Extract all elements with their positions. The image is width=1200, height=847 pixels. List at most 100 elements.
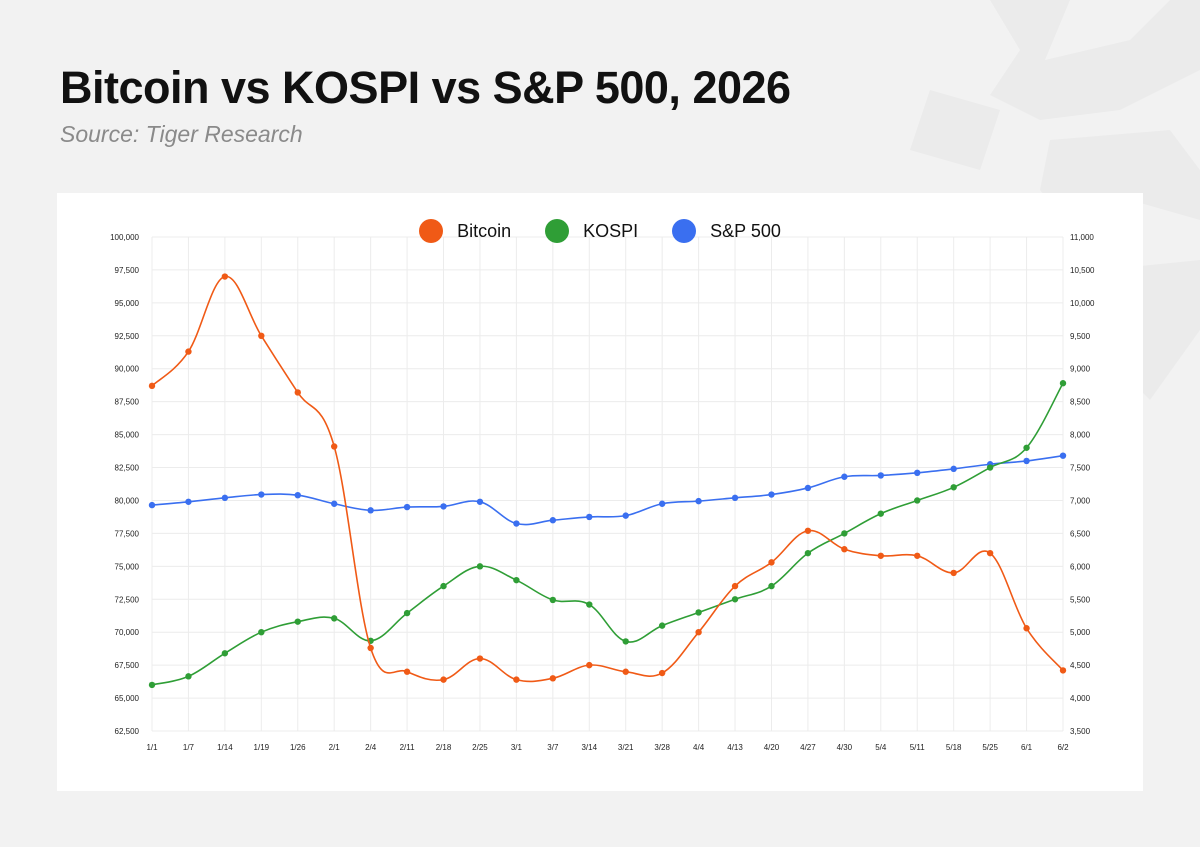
s-p-500-point (731, 494, 739, 502)
kospi-point (1023, 444, 1030, 451)
y-right-tick-label: 8,000 (1070, 431, 1091, 440)
x-tick-label: 6/1 (1021, 743, 1033, 752)
s-p-500-point (877, 472, 884, 479)
y-right-tick-label: 4,000 (1070, 694, 1091, 703)
s-p-500-point (841, 473, 848, 480)
legend-label: KOSPI (583, 220, 639, 241)
legend-item-kospi[interactable]: KOSPI (545, 219, 638, 243)
y-right-tick-label: 6,500 (1070, 529, 1091, 538)
y-left-tick-label: 70,000 (115, 628, 140, 637)
y-left-tick-label: 62,500 (115, 727, 140, 736)
bitcoin-point (331, 443, 338, 450)
kospi-point (731, 596, 739, 603)
x-tick-label: 3/7 (547, 743, 559, 752)
x-tick-label: 6/2 (1057, 743, 1069, 752)
y-right-tick-label: 3,500 (1070, 727, 1091, 736)
kospi-point (841, 530, 848, 537)
bitcoin-point (731, 582, 739, 590)
bitcoin-point (185, 348, 192, 355)
x-tick-label: 4/20 (764, 743, 780, 752)
kospi-point (658, 622, 666, 629)
bitcoin-point (914, 552, 921, 559)
y-left-tick-label: 100,000 (110, 233, 139, 242)
bitcoin-point (440, 676, 447, 683)
y-left-tick-label: 95,000 (115, 299, 140, 308)
s-p-500-point (658, 500, 666, 507)
y-left-tick-label: 90,000 (115, 365, 140, 374)
y-right-tick-label: 10,000 (1070, 299, 1095, 308)
x-tick-label: 1/14 (217, 743, 233, 752)
chart-panel: 100,000 97,500 95,000 92,500 90,000 87,500 85,… (57, 193, 1143, 791)
x-tick-label: 5/25 (982, 743, 998, 752)
line-chart: 100,000 97,500 95,000 92,500 90,000 87,500 85,… (110, 233, 1095, 752)
s-p-500-point (513, 520, 520, 527)
x-tick-label: 3/21 (618, 743, 634, 752)
bitcoin-point (695, 629, 702, 636)
bitcoin-point (549, 675, 557, 682)
bitcoin-point (1059, 667, 1067, 674)
kospi-point (768, 582, 775, 590)
x-tick-label: 2/4 (365, 743, 377, 752)
kospi-point (622, 638, 629, 645)
x-tick-label: 5/18 (946, 743, 962, 752)
s-p-500-point (586, 513, 593, 521)
legend-item-bitcoin[interactable]: Bitcoin (419, 219, 511, 243)
x-tick-label: 4/27 (800, 743, 816, 752)
y-left-tick-label: 80,000 (115, 496, 140, 505)
x-tick-label: 2/18 (436, 743, 452, 752)
kospi-point (950, 484, 957, 491)
y-left-tick-label: 85,000 (115, 431, 140, 440)
s-p-500-point (403, 503, 411, 511)
s-p-500-point (367, 507, 374, 514)
bitcoin-point (367, 644, 374, 652)
legend-item-s-p-500[interactable]: S&P 500 (672, 219, 781, 243)
x-tick-label: 5/4 (875, 743, 887, 752)
bitcoin-point (294, 389, 301, 396)
kospi-point (331, 615, 338, 622)
bitcoin-point (950, 569, 957, 577)
s-p-500-point (294, 491, 301, 499)
bitcoin-point (586, 661, 593, 669)
s-p-500-point (950, 465, 957, 473)
bitcoin-point (768, 559, 775, 566)
legend-label: S&P 500 (710, 220, 781, 241)
s-p-500-point (440, 503, 447, 510)
kospi-point (403, 609, 411, 617)
y-right-tick-label: 5,500 (1070, 595, 1091, 604)
bitcoin-line (151, 275, 1064, 683)
s-p-500-point (1023, 457, 1030, 465)
s-p-500-point (768, 491, 775, 498)
kospi-point (549, 596, 557, 604)
kospi-point (986, 464, 994, 471)
y-right-tick-label: 7,500 (1070, 464, 1091, 473)
legend-swatch (419, 219, 444, 243)
y-right-tick-label: 9,500 (1070, 332, 1091, 341)
kospi-point (221, 650, 229, 657)
y-right-tick-label: 7,000 (1070, 496, 1091, 505)
y-left-tick-label: 65,000 (115, 694, 140, 703)
s-p-500-point (258, 491, 265, 498)
y-left-tick-label: 92,500 (115, 332, 140, 341)
kospi-point (586, 601, 593, 608)
kospi-point (476, 563, 484, 570)
legend-swatch (545, 219, 570, 243)
kospi-point (1059, 380, 1067, 387)
kospi-point (513, 576, 520, 584)
y-left-tick-label: 87,500 (115, 398, 140, 407)
chart-legend: Bitcoin KOSPI S&P 500 (57, 219, 1143, 243)
s-p-500-point (476, 498, 484, 505)
s-p-500-point (221, 494, 229, 502)
bitcoin-point (622, 668, 629, 675)
y-left-tick-label: 75,000 (115, 562, 140, 571)
x-tick-label: 4/13 (727, 743, 743, 752)
s-p-500-point (622, 512, 629, 519)
source-subtitle: Source: Tiger Research (60, 121, 303, 147)
kospi-point (185, 673, 192, 680)
x-tick-label: 1/19 (254, 743, 270, 752)
y-left-tick-label: 77,500 (115, 529, 140, 538)
kospi-line (151, 382, 1064, 686)
x-tick-label: 3/1 (511, 743, 523, 752)
bitcoin-point (841, 546, 848, 553)
page-title: Bitcoin vs KOSPI vs S&P 500, 2026 (60, 62, 791, 113)
y-right-tick-label: 10,500 (1070, 266, 1095, 275)
